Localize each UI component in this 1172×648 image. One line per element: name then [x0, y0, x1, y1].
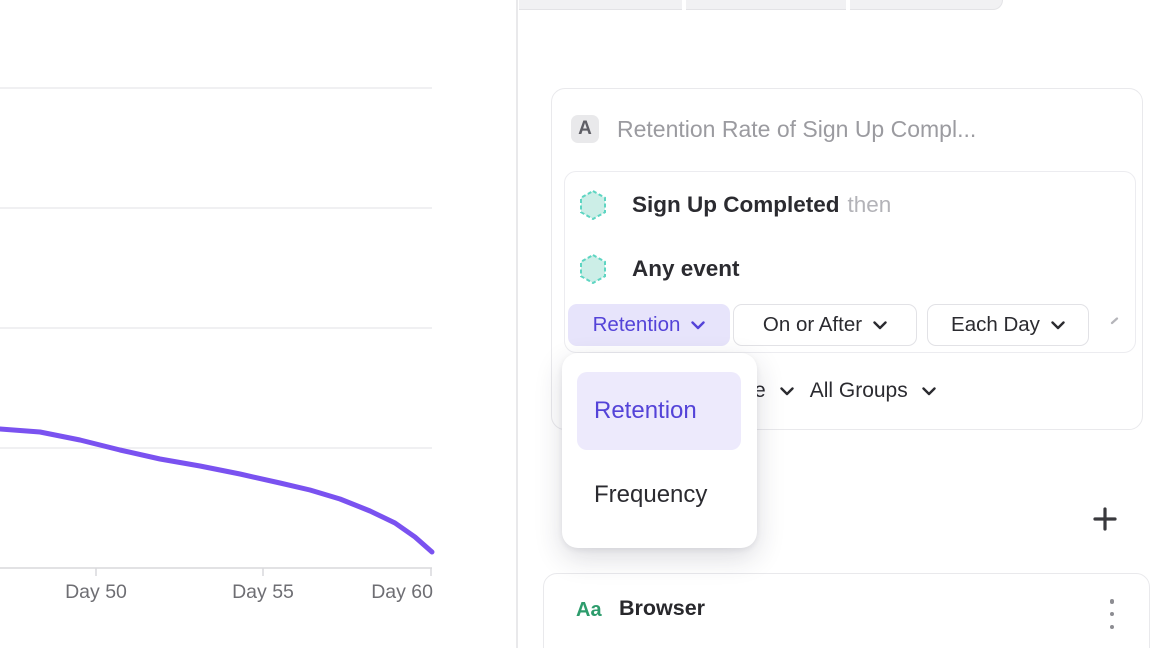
metric-badge-a: A [571, 115, 599, 143]
pane-divider [516, 0, 518, 648]
top-tab-segment-3[interactable] [850, 0, 1003, 10]
metric-title-input[interactable]: Retention Rate of Sign Up Compl... [617, 116, 977, 142]
metric-card-a: A Retention Rate of Sign Up Compl... Sig… [551, 88, 1143, 430]
top-tab-segment-2[interactable] [686, 0, 846, 10]
browser-property-card[interactable]: Aa Browser [543, 573, 1150, 648]
clipped-dropdown-text: e [754, 379, 766, 402]
event-hexagon-icon [580, 254, 606, 284]
retention-chart: Day 50 Day 55 Day 60 [0, 0, 517, 648]
chevron-down-icon [779, 386, 794, 395]
event-label: Sign Up Completed [632, 192, 840, 217]
mode-dropdown-menu: Retention Frequency [562, 353, 757, 548]
each-day-dropdown[interactable]: Each Day [927, 304, 1089, 346]
dropdown-label: Retention [592, 313, 681, 336]
top-tab-segment-1[interactable] [519, 0, 682, 10]
all-groups-label: All Groups [809, 379, 908, 402]
event-row-sign-up-completed[interactable]: Sign Up Completed then [580, 190, 891, 220]
kebab-menu-icon[interactable] [1102, 597, 1122, 631]
menu-item-retention[interactable]: Retention [577, 372, 741, 450]
event-list-card: Sign Up Completed then Any event Retentio… [564, 171, 1136, 353]
menu-item-frequency[interactable]: Frequency [594, 481, 708, 508]
event-row-any-event[interactable]: Any event [580, 254, 748, 284]
svg-text:Day 55: Day 55 [232, 581, 294, 603]
clipped-dropdown[interactable]: e [754, 379, 794, 403]
event-row-text: Any event [632, 256, 748, 282]
event-suffix: then [847, 192, 892, 217]
query-builder-panel: A Retention Rate of Sign Up Compl... Sig… [518, 0, 1172, 648]
event-label: Any event [632, 256, 740, 281]
chevron-down-icon [873, 320, 887, 329]
dropdown-label: Each Day [951, 313, 1040, 336]
on-or-after-dropdown[interactable]: On or After [733, 304, 917, 346]
clipped-chevron-fragment-icon [1110, 317, 1119, 325]
string-type-icon: Aa [576, 599, 602, 621]
groups-row: e All Groups [754, 375, 936, 407]
retention-chart-svg: Day 50 Day 55 Day 60 [0, 87, 435, 603]
chevron-down-icon [1051, 320, 1065, 329]
chevron-down-icon [922, 386, 936, 395]
browser-property-label: Browser [619, 596, 706, 620]
event-row-text: Sign Up Completed then [632, 192, 891, 218]
retention-mode-dropdown[interactable]: Retention [568, 304, 730, 346]
plus-icon [1093, 507, 1117, 531]
event-hexagon-icon [580, 190, 606, 220]
all-groups-dropdown[interactable]: All Groups [810, 379, 936, 403]
dropdown-label: On or After [762, 313, 863, 336]
svg-text:Day 50: Day 50 [65, 581, 127, 603]
chevron-down-icon [691, 320, 706, 329]
add-button[interactable] [1093, 507, 1117, 531]
svg-text:Day 60: Day 60 [371, 581, 433, 603]
